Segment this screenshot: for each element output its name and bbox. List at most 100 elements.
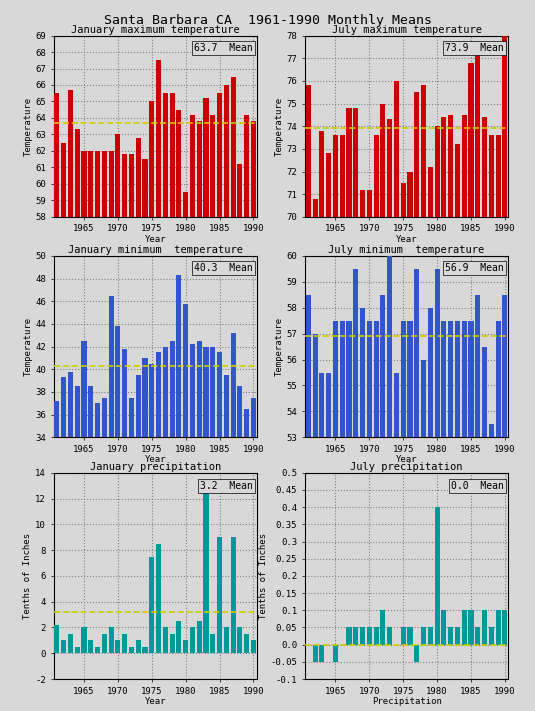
Text: 73.9  Mean: 73.9 Mean bbox=[446, 43, 504, 53]
Bar bbox=[210, 114, 215, 711]
X-axis label: Year: Year bbox=[396, 235, 417, 244]
Bar bbox=[238, 628, 242, 653]
Bar bbox=[326, 373, 331, 711]
Bar bbox=[434, 269, 440, 711]
Bar bbox=[102, 397, 107, 711]
Bar bbox=[428, 308, 433, 711]
Bar bbox=[482, 117, 487, 711]
Y-axis label: Temperature: Temperature bbox=[275, 97, 284, 156]
Bar bbox=[210, 634, 215, 653]
Bar bbox=[217, 538, 222, 653]
Bar bbox=[306, 295, 311, 711]
Bar bbox=[109, 628, 113, 653]
Bar bbox=[68, 90, 73, 711]
Bar bbox=[156, 544, 161, 653]
Bar bbox=[61, 641, 66, 653]
Bar bbox=[81, 628, 87, 653]
Bar bbox=[203, 492, 209, 653]
Bar bbox=[88, 641, 93, 653]
Bar bbox=[387, 119, 392, 711]
Bar bbox=[441, 117, 446, 711]
Bar bbox=[462, 115, 467, 711]
Bar bbox=[163, 628, 168, 653]
Bar bbox=[367, 627, 372, 645]
Text: 63.7  Mean: 63.7 Mean bbox=[194, 43, 253, 53]
Bar bbox=[203, 346, 209, 711]
Bar bbox=[387, 256, 392, 711]
Y-axis label: Temperature: Temperature bbox=[24, 317, 32, 376]
Bar bbox=[448, 321, 453, 711]
Bar bbox=[495, 135, 501, 711]
Bar bbox=[102, 151, 107, 711]
Bar bbox=[75, 647, 80, 653]
Bar bbox=[434, 507, 440, 645]
Bar bbox=[95, 151, 100, 711]
Bar bbox=[319, 645, 324, 662]
Bar bbox=[367, 321, 372, 711]
Bar bbox=[244, 634, 249, 653]
Bar bbox=[251, 641, 256, 653]
Bar bbox=[489, 627, 494, 645]
Bar bbox=[95, 403, 100, 711]
Bar bbox=[347, 627, 351, 645]
Bar bbox=[197, 122, 202, 711]
Bar bbox=[75, 129, 80, 711]
Bar bbox=[197, 341, 202, 711]
Bar bbox=[373, 321, 379, 711]
Text: 3.2  Mean: 3.2 Mean bbox=[200, 481, 253, 491]
Bar bbox=[394, 373, 399, 711]
Text: Santa Barbara CA  1961-1990 Monthly Means: Santa Barbara CA 1961-1990 Monthly Means bbox=[103, 14, 432, 27]
Bar bbox=[116, 641, 120, 653]
Bar bbox=[353, 108, 358, 711]
Bar bbox=[482, 346, 487, 711]
Bar bbox=[55, 625, 59, 653]
Bar bbox=[244, 114, 249, 711]
Bar bbox=[353, 627, 358, 645]
Bar bbox=[489, 135, 494, 711]
Title: July precipitation: July precipitation bbox=[350, 462, 463, 472]
Title: January precipitation: January precipitation bbox=[89, 462, 221, 472]
Bar bbox=[102, 634, 107, 653]
Bar bbox=[434, 127, 440, 711]
Bar bbox=[421, 627, 426, 645]
Bar bbox=[441, 610, 446, 645]
Bar bbox=[109, 296, 113, 711]
Bar bbox=[217, 93, 222, 711]
X-axis label: Year: Year bbox=[144, 455, 166, 464]
Bar bbox=[68, 372, 73, 711]
Bar bbox=[183, 192, 188, 711]
Bar bbox=[475, 627, 480, 645]
Bar bbox=[482, 610, 487, 645]
Bar bbox=[428, 167, 433, 711]
Bar bbox=[340, 321, 345, 711]
Bar bbox=[347, 108, 351, 711]
Bar bbox=[373, 627, 379, 645]
Bar bbox=[210, 346, 215, 711]
Bar bbox=[170, 341, 174, 711]
Bar bbox=[136, 138, 141, 711]
Bar bbox=[231, 538, 235, 653]
Bar bbox=[224, 628, 229, 653]
Bar bbox=[340, 135, 345, 711]
Bar bbox=[136, 641, 141, 653]
Bar bbox=[244, 409, 249, 711]
Bar bbox=[149, 363, 154, 711]
Bar bbox=[170, 634, 174, 653]
Bar bbox=[312, 199, 318, 711]
Bar bbox=[116, 134, 120, 711]
Bar bbox=[455, 627, 460, 645]
Bar bbox=[455, 144, 460, 711]
Bar bbox=[224, 85, 229, 711]
Title: January maximum temperature: January maximum temperature bbox=[71, 25, 240, 35]
Bar bbox=[177, 275, 181, 711]
Text: 0.0  Mean: 0.0 Mean bbox=[452, 481, 504, 491]
Bar bbox=[142, 647, 148, 653]
Bar bbox=[469, 321, 473, 711]
Bar bbox=[408, 321, 412, 711]
Bar bbox=[170, 93, 174, 711]
Title: January minimum  temperature: January minimum temperature bbox=[67, 245, 243, 255]
X-axis label: Year: Year bbox=[144, 235, 166, 244]
X-axis label: Year: Year bbox=[144, 697, 166, 706]
Bar bbox=[319, 373, 324, 711]
Bar bbox=[448, 115, 453, 711]
